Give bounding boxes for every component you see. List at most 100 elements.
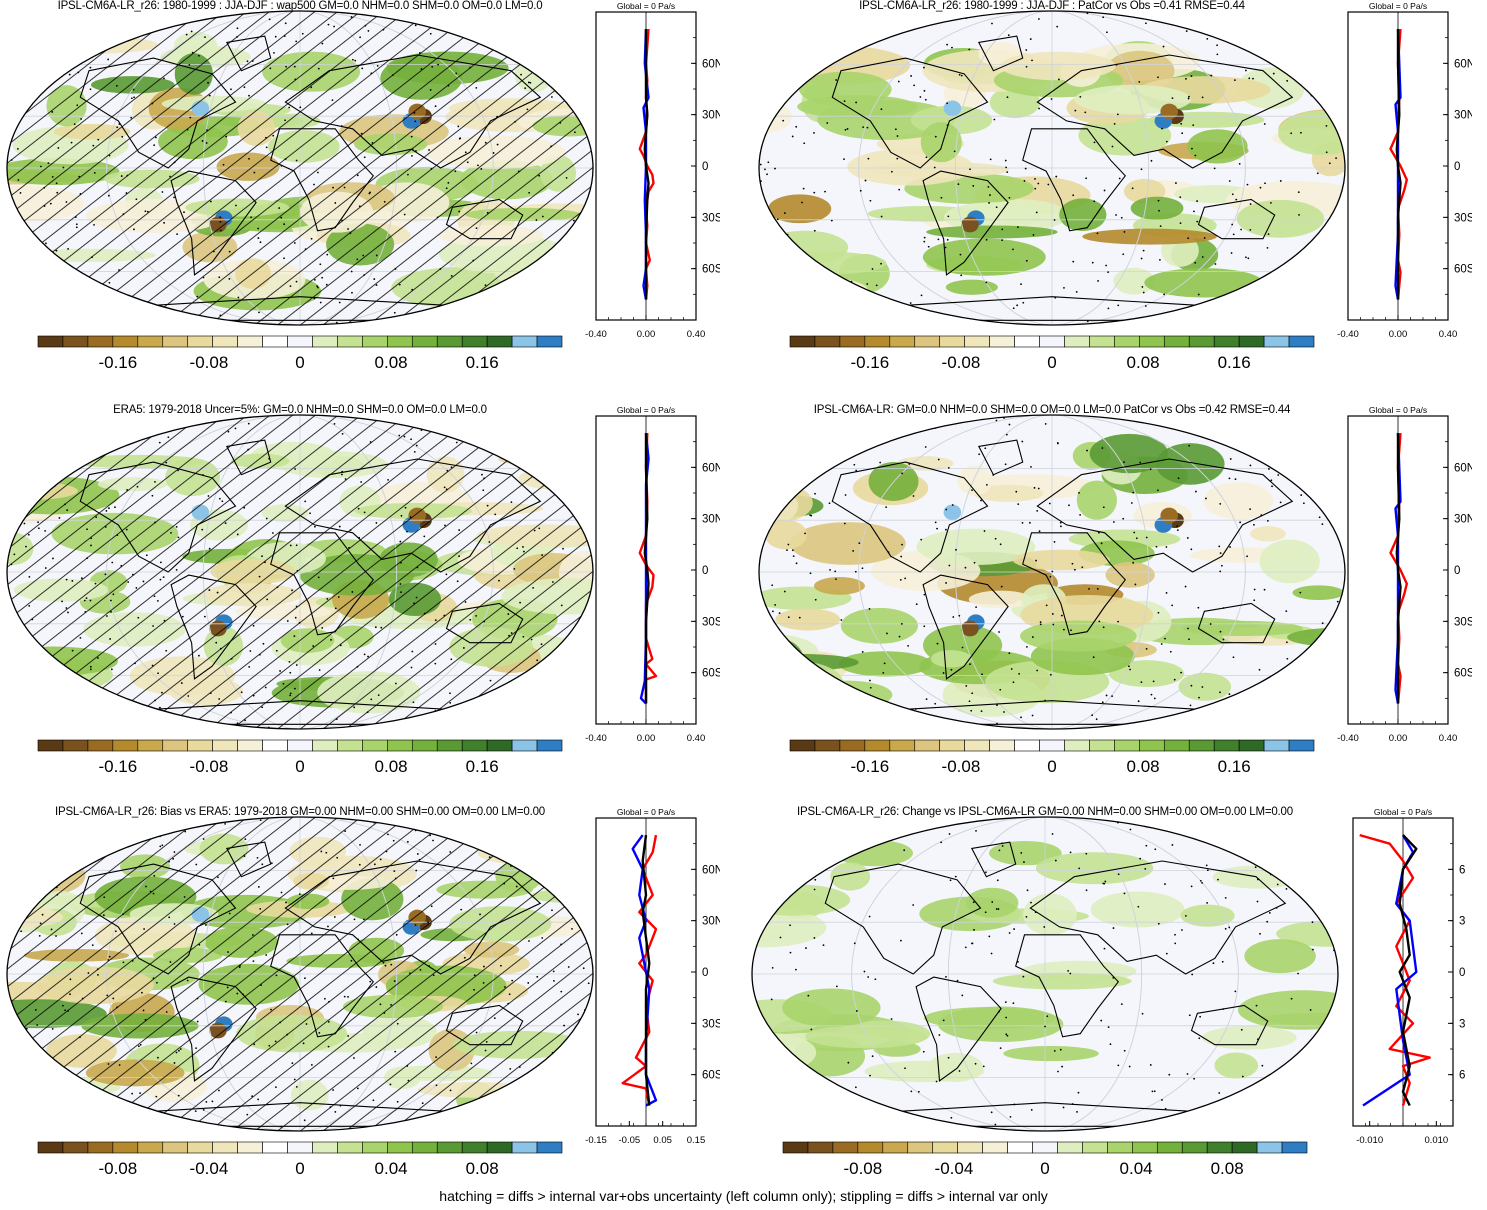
profile-lat-label: 60S [1454, 264, 1472, 276]
panel-title: IPSL-CM6A-LR_r26: Change vs IPSL-CM6A-LR… [797, 806, 1293, 818]
colorbar-tick-label: 0.04 [375, 1159, 408, 1178]
panel-bias-model: IPSL-CM6A-LR_r26: 1980-1999 : JJA-DJF : … [0, 0, 720, 395]
panel-figure: -0.16 -0.08 0 0.08 0.16 Global = 0 Pa/s 60N 30N… [6, 405, 720, 776]
colorbar-swatch [989, 335, 1015, 348]
colorbar-swatch [362, 739, 388, 752]
colorbar: -0.16 -0.08 0 0.08 0.16 [789, 739, 1315, 776]
colorbar-tick-label: -0.04 [935, 1159, 974, 1178]
profile-lat-label: 30N [1459, 916, 1465, 928]
colorbar-swatch [964, 335, 990, 348]
zonal-mean-profile: Global = 0 Pa/s 60N 30N 0 30S 60S -0.010 0.010 [1352, 807, 1465, 1146]
zonal-mean-profile: Global = 0 Pa/s 60N 30N 0 30S 60S -0.40 0.00 0.4… [1337, 1, 1472, 340]
colorbar-swatch [162, 739, 189, 752]
colorbar-swatch [387, 739, 413, 752]
colorbar-swatch [814, 739, 841, 752]
profile-x-label: -0.40 [1337, 733, 1359, 744]
colorbar-swatch [486, 739, 513, 752]
panel-title: IPSL-CM6A-LR: GM=0.0 NHM=0.0 SHM=0.0 OM=… [813, 404, 1291, 416]
colorbar-swatch [337, 739, 363, 752]
profile-title: Global = 0 Pa/s [617, 405, 675, 415]
profile-title: Global = 0 Pa/s [617, 807, 675, 817]
colorbar-swatch [37, 1141, 64, 1154]
colorbar-swatch [839, 739, 866, 752]
colorbar-tick-label: 0.16 [466, 757, 499, 776]
coastline-africa [1022, 128, 1127, 232]
colorbar-swatch [889, 739, 916, 752]
colorbar-swatch [864, 335, 891, 348]
colorbar-swatch [362, 1141, 388, 1154]
colorbar-swatch [1114, 739, 1140, 752]
colorbar-swatch [1057, 1141, 1083, 1154]
panel-title: IPSL-CM6A-LR_r26: Bias vs ERA5: 1979-201… [55, 806, 545, 818]
colorbar-tick-label: 0.16 [1218, 757, 1251, 776]
coastline-greenland [977, 439, 1024, 476]
colorbar-swatch [212, 739, 238, 752]
colorbar-swatch [411, 1141, 438, 1154]
profile-lat-label: 60S [1459, 1070, 1465, 1082]
colorbar-swatch [1132, 1141, 1158, 1154]
colorbar-tick-label: -0.16 [850, 757, 889, 776]
colorbar-tick-label: 0.08 [375, 757, 408, 776]
coastline-africa [1015, 934, 1120, 1038]
map-boundary [6, 10, 594, 326]
colorbar-tick-label: 0.16 [466, 353, 499, 372]
profile-x-label: 0.010 [1424, 1135, 1448, 1146]
coastline-south-america [922, 574, 1009, 680]
colorbar-swatch [62, 739, 89, 752]
coastline-australia [1197, 198, 1276, 240]
colorbar-swatch [932, 1141, 958, 1154]
colorbar-tick-label: -0.08 [190, 353, 229, 372]
map-field [7, 415, 593, 729]
panel-title: IPSL-CM6A-LR_r26: 1980-1999 : JJA-DJF : … [57, 0, 543, 12]
colorbar: -0.16 -0.08 0 0.08 0.16 [789, 335, 1315, 372]
colorbar-swatch [387, 335, 413, 348]
colorbar-swatch [1139, 739, 1165, 752]
colorbar-swatch [1238, 739, 1265, 752]
profile-series-line [639, 432, 650, 705]
colorbar-tick-label: 0 [1040, 1159, 1049, 1178]
colorbar-tick-label: 0 [295, 757, 304, 776]
colorbar-tick-label: -0.08 [190, 757, 229, 776]
profile-lat-label: 60N [1459, 864, 1465, 876]
profile-series-line [643, 29, 650, 300]
profile-lat-label: 0 [702, 565, 708, 577]
colorbar-swatch [814, 335, 841, 348]
colorbar-swatch [337, 1141, 363, 1154]
colorbar-swatch [212, 1141, 238, 1154]
colorbar-swatch [162, 335, 189, 348]
colorbar-tick-label: -0.08 [942, 757, 981, 776]
profile-lat-label: 0 [702, 967, 708, 979]
panel-title: IPSL-CM6A-LR_r26: 1980-1999 : JJA-DJF : … [859, 0, 1245, 12]
colorbar-swatch [237, 739, 263, 752]
coastline-north-america [824, 863, 982, 975]
colorbar-swatch [789, 335, 816, 348]
profile-x-label: 0.40 [1439, 733, 1458, 744]
coastline-south-america [922, 170, 1009, 276]
colorbar-swatch [262, 1141, 288, 1154]
profile-x-label: -0.40 [585, 733, 607, 744]
map-boundary [6, 414, 594, 730]
coastline-eurasia [1029, 860, 1287, 975]
colorbar-swatch [882, 1141, 909, 1154]
profile-series-line [1395, 29, 1402, 300]
profile-lat-label: 30S [1454, 212, 1472, 224]
colorbar-swatch [262, 739, 288, 752]
profile-lat-label: 60N [702, 864, 720, 876]
profile-lat-label: 60N [1454, 462, 1472, 474]
colorbar-swatch [1014, 335, 1040, 348]
colorbar-swatch [1082, 1141, 1108, 1154]
colorbar-swatch [137, 1141, 164, 1154]
colorbar-tick-label: 0.08 [1211, 1159, 1244, 1178]
colorbar-swatch [914, 335, 941, 348]
profile-series-line [643, 433, 650, 704]
profile-lat-label: 60S [702, 264, 720, 276]
colorbar-tick-label: -0.04 [190, 1159, 229, 1178]
panel-title: ERA5: 1979-2018 Uncer=5%: GM=0.0 NHM=0.0… [113, 404, 487, 416]
map-field [752, 817, 1338, 1131]
profile-lat-label: 30S [702, 212, 720, 224]
colorbar-tick-label: 0.08 [1127, 757, 1160, 776]
colorbar-swatch [832, 1141, 859, 1154]
colorbar-swatch [362, 335, 388, 348]
colorbar-swatch [511, 739, 538, 752]
colorbar-swatch [1256, 1141, 1283, 1154]
